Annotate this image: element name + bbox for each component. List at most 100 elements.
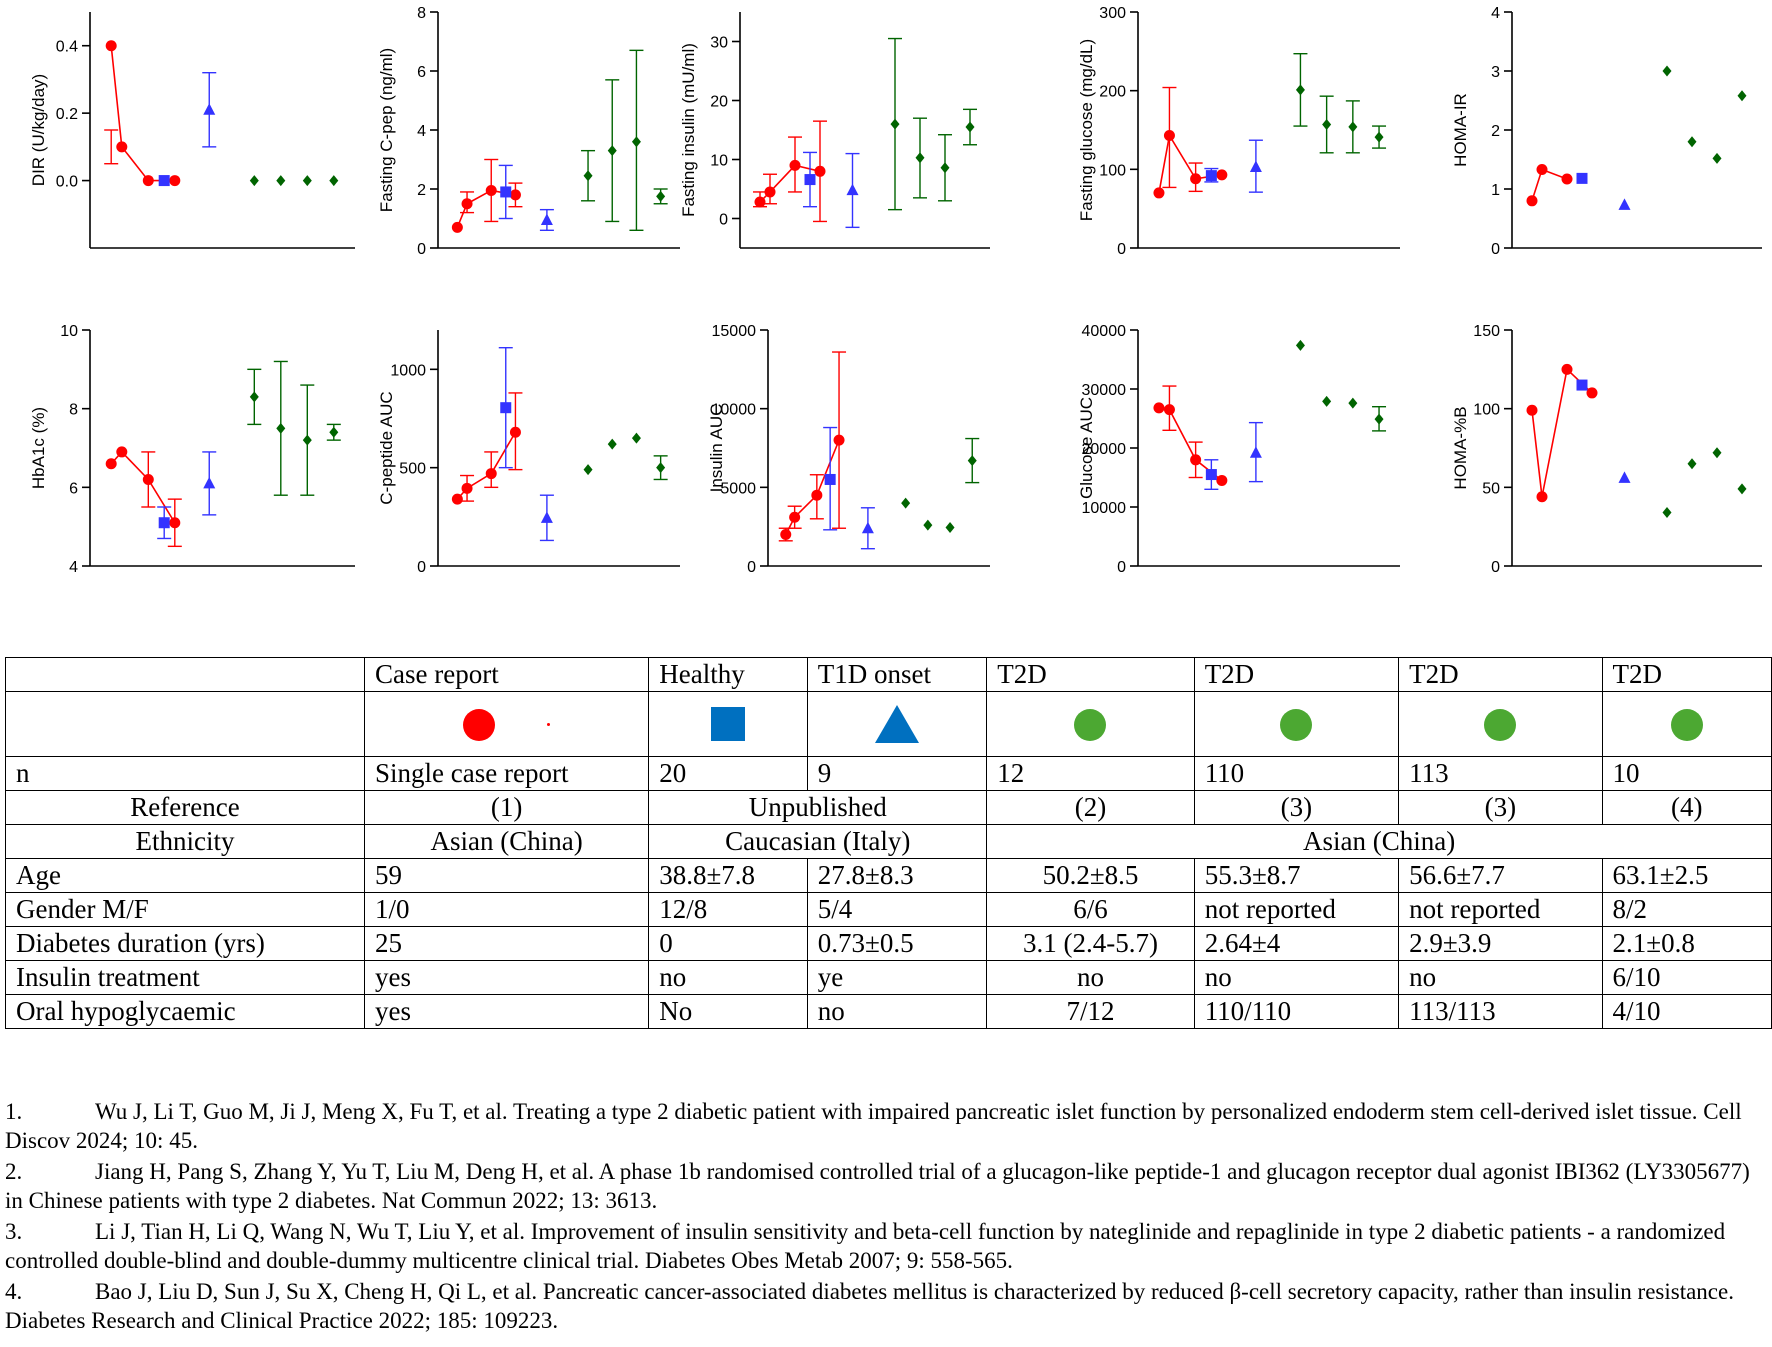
y-tick-label: 0: [1491, 559, 1500, 576]
y-tick-label: 8: [69, 402, 78, 419]
case-point: [142, 473, 154, 485]
case-point: [1190, 454, 1202, 466]
table-cell: 7/12: [986, 994, 1195, 1029]
y-tick-label: 20: [710, 94, 728, 111]
chart-grid: 0.0 0.2 0.4 DIR (U/kg/day) 0 2 4 6 8 Fasting C-pe…: [29, 5, 1762, 576]
t2d-point: [1322, 118, 1332, 130]
t2d-point: [1662, 65, 1672, 77]
y-tick-label: 0: [1491, 241, 1500, 258]
y-tick-label: 0.4: [56, 39, 78, 56]
table-cell: no: [648, 960, 808, 995]
t2d-point: [1374, 413, 1384, 425]
blue-square-icon: [711, 707, 745, 742]
table-cell: 50.2±8.5: [986, 858, 1195, 893]
y-axis-label: Glucose AUC: [1077, 397, 1096, 499]
y-tick-label: 40000: [1082, 323, 1127, 340]
y-tick-label: 150: [1473, 323, 1500, 340]
t2d-point: [583, 170, 593, 182]
t2d-point: [302, 175, 312, 187]
t1d-point: [861, 521, 874, 534]
blue-triangle-icon: [875, 705, 920, 743]
table-symbol-row: [4, 691, 1772, 757]
y-tick-label: 4: [417, 123, 426, 140]
healthy-point: [824, 473, 836, 485]
table-cell: No: [648, 994, 808, 1029]
table-cell: Gender M/F: [4, 892, 366, 927]
table-cell: 6/10: [1601, 960, 1772, 995]
table-cell: not reported: [1193, 892, 1400, 927]
healthy-point: [1205, 170, 1217, 182]
table-cell: 5/4: [806, 892, 988, 927]
table-cell: no: [986, 960, 1195, 995]
case-point: [451, 493, 463, 505]
table-cell: 110: [1193, 756, 1400, 791]
y-tick-label: 10000: [1082, 500, 1127, 517]
table-cell: Ethnicity: [4, 824, 366, 859]
case-point: [485, 184, 497, 196]
y-tick-label: 0: [747, 559, 756, 576]
table-cell: 56.6±7.7: [1398, 858, 1603, 893]
y-axis-label: C-peptide AUC: [377, 391, 396, 504]
table-cell: 27.8±8.3: [806, 858, 988, 893]
t2d-point: [302, 434, 312, 446]
y-tick-label: 0: [1117, 241, 1126, 258]
reference-item: 3. Li J, Tian H, Li Q, Wang N, Wu T, Liu …: [5, 1219, 1726, 1273]
t1d-point: [203, 103, 216, 115]
y-axis-label: HbA1c (%): [29, 407, 48, 489]
table-row: Gender M/F 1/0 12/8 5/4 6/6 not reported…: [4, 892, 1772, 927]
case-series-line: [759, 164, 821, 203]
y-axis-label: Fasting C-pep (ng/ml): [377, 48, 396, 212]
y-tick-label: 0: [417, 241, 426, 258]
t2d-point: [1737, 483, 1747, 495]
t2d-point: [1687, 458, 1697, 470]
table-row: Reference (1) Unpublished (2) (3) (3) (4…: [4, 790, 1772, 825]
table-cell: Reference: [4, 790, 366, 825]
y-tick-label: 2: [417, 182, 426, 199]
table-cell: Asian (China): [986, 824, 1772, 859]
green-circle-icon: [1484, 708, 1517, 741]
table-cell: (3): [1193, 790, 1400, 825]
case-point: [1163, 404, 1175, 416]
case-point: [1561, 173, 1573, 185]
table-header-cell: T2D: [1398, 657, 1603, 692]
y-tick-label: 3: [1491, 64, 1500, 81]
case-point: [780, 529, 792, 541]
t2d-point: [1322, 395, 1332, 407]
t2d-point: [1295, 84, 1305, 96]
table-cell: no: [1398, 960, 1603, 995]
table-cell: no: [806, 994, 988, 1029]
table-cell: 55.3±8.7: [1193, 858, 1400, 893]
t2d-point: [656, 190, 666, 202]
case-point: [169, 175, 181, 187]
t2d-point: [967, 455, 977, 467]
case-point: [451, 221, 463, 233]
t2d-point: [1348, 397, 1358, 409]
table-header-cell: Case report: [364, 657, 650, 692]
t2d-point: [1712, 152, 1722, 164]
table-cell: n: [4, 756, 366, 791]
y-tick-label: 10: [710, 153, 728, 170]
table-row: n Single case report 20 9 12 110 113 10: [4, 756, 1772, 791]
table-cell: 3.1 (2.4-5.7): [986, 926, 1195, 961]
healthy-point: [500, 186, 512, 198]
t2d-point: [890, 118, 900, 130]
table-cell: 1/0: [364, 892, 650, 927]
table-cell: 12: [986, 756, 1195, 791]
y-tick-label: 1000: [390, 362, 426, 379]
case-series-line: [456, 431, 517, 500]
y-axis-label: Fasting insulin (mU/ml): [679, 43, 698, 217]
reference-item: 2. Jiang H, Pang S, Zhang Y, Yu T, Liu M,…: [5, 1159, 1750, 1213]
case-point: [485, 468, 497, 480]
table-cell: 12/8: [648, 892, 808, 927]
table-cell: Unpublished: [648, 790, 988, 825]
t1d-point: [1618, 198, 1631, 210]
case-point: [789, 159, 801, 171]
table-cell: Age: [4, 858, 366, 893]
t2d-point: [1348, 121, 1358, 133]
table-header-cell: T2D: [1601, 657, 1772, 692]
case-point: [1216, 474, 1228, 486]
t2d-point: [329, 426, 339, 438]
table-cell: Single case report: [364, 756, 650, 791]
y-tick-label: 0.2: [56, 106, 78, 123]
table-cell: (3): [1398, 790, 1603, 825]
